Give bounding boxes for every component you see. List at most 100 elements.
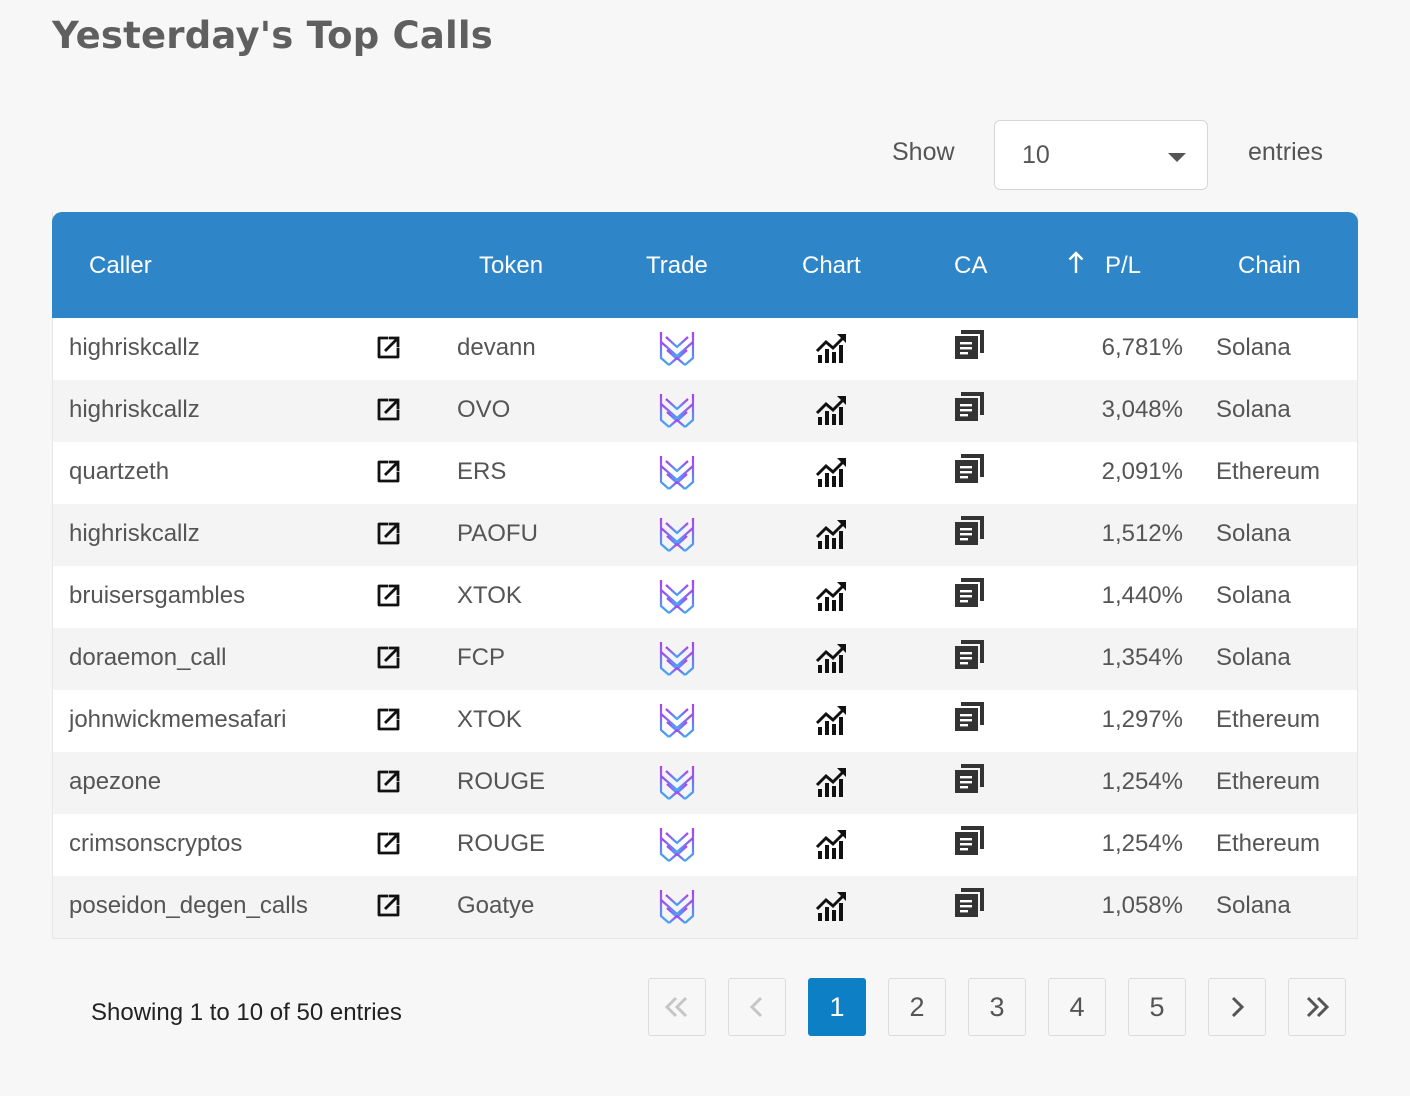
caller-name: doraemon_call <box>69 644 227 671</box>
chart-icon[interactable] <box>815 827 849 868</box>
caller-name: johnwickmemesafari <box>69 706 287 733</box>
calls-table: Caller Token Trade Chart CA P/L Chain hi… <box>52 212 1358 939</box>
next-page-button[interactable] <box>1208 978 1266 1036</box>
chain-name: Ethereum <box>1216 458 1321 485</box>
chart-icon[interactable] <box>815 455 849 496</box>
first-page-button[interactable] <box>648 978 706 1036</box>
copy-icon[interactable] <box>953 885 987 926</box>
chain-name: Solana <box>1216 892 1291 919</box>
column-header-caller[interactable]: Caller <box>89 252 152 279</box>
table-row: apezone ROUGE 1,254% Ethereum <box>53 752 1357 814</box>
column-header-chart[interactable]: Chart <box>802 252 861 279</box>
last-page-button[interactable] <box>1288 978 1346 1036</box>
chain-name: Solana <box>1216 644 1291 671</box>
entries-per-page-value: 10 <box>1022 141 1050 169</box>
token-name: ROUGE <box>457 830 546 857</box>
trade-logo-icon[interactable] <box>657 452 697 499</box>
caller-name: highriskcallz <box>69 396 200 423</box>
chart-icon[interactable] <box>815 703 849 744</box>
column-header-trade[interactable]: Trade <box>646 252 708 279</box>
external-link-icon[interactable] <box>374 706 402 741</box>
caller-name: apezone <box>69 768 162 795</box>
caret-down-icon <box>1168 153 1186 162</box>
page-button-5[interactable]: 5 <box>1128 978 1186 1036</box>
copy-icon[interactable] <box>953 637 987 678</box>
table-row: poseidon_degen_calls Goatye 1,058% Solana <box>53 876 1357 938</box>
copy-icon[interactable] <box>953 389 987 430</box>
copy-icon[interactable] <box>953 761 987 802</box>
page-button-2[interactable]: 2 <box>888 978 946 1036</box>
chart-icon[interactable] <box>815 765 849 806</box>
copy-icon[interactable] <box>953 327 987 368</box>
chart-icon[interactable] <box>815 393 849 434</box>
copy-icon[interactable] <box>953 575 987 616</box>
trade-logo-icon[interactable] <box>657 576 697 623</box>
chart-icon[interactable] <box>815 641 849 682</box>
chart-icon[interactable] <box>815 889 849 930</box>
pl-value: 6,781% <box>1101 334 1183 361</box>
pl-value: 1,354% <box>1101 644 1183 671</box>
show-label: Show <box>892 138 955 166</box>
external-link-icon[interactable] <box>374 334 402 369</box>
table-row: quartzeth ERS 2,091% Ethereum <box>53 442 1357 504</box>
chart-icon[interactable] <box>815 579 849 620</box>
page-title: Yesterday's Top Calls <box>52 14 494 57</box>
chain-name: Solana <box>1216 520 1291 547</box>
page-button-3[interactable]: 3 <box>968 978 1026 1036</box>
table-row: doraemon_call FCP 1,354% Solana <box>53 628 1357 690</box>
chart-icon[interactable] <box>815 517 849 558</box>
external-link-icon[interactable] <box>374 520 402 555</box>
double-chevron-left-icon <box>664 996 688 1018</box>
external-link-icon[interactable] <box>374 396 402 431</box>
pl-value: 1,254% <box>1101 830 1183 857</box>
page-button-1[interactable]: 1 <box>808 978 866 1036</box>
trade-logo-icon[interactable] <box>657 514 697 561</box>
pl-value: 1,254% <box>1101 768 1183 795</box>
trade-logo-icon[interactable] <box>657 886 697 933</box>
external-link-icon[interactable] <box>374 458 402 493</box>
token-name: Goatye <box>457 892 535 919</box>
page-button-4[interactable]: 4 <box>1048 978 1106 1036</box>
trade-logo-icon[interactable] <box>657 390 697 437</box>
column-header-ca[interactable]: CA <box>954 252 988 279</box>
pl-value: 3,048% <box>1101 396 1183 423</box>
trade-logo-icon[interactable] <box>657 824 697 871</box>
entries-label: entries <box>1248 138 1324 166</box>
table-row: highriskcallz PAOFU 1,512% Solana <box>53 504 1357 566</box>
caller-name: quartzeth <box>69 458 170 485</box>
trade-logo-icon[interactable] <box>657 638 697 685</box>
pl-value: 2,091% <box>1101 458 1183 485</box>
copy-icon[interactable] <box>953 699 987 740</box>
external-link-icon[interactable] <box>374 830 402 865</box>
entries-per-page-select[interactable]: 10 <box>994 120 1208 190</box>
token-name: OVO <box>457 396 511 423</box>
copy-icon[interactable] <box>953 513 987 554</box>
external-link-icon[interactable] <box>374 582 402 617</box>
pl-value: 1,512% <box>1101 520 1183 547</box>
previous-page-button[interactable] <box>728 978 786 1036</box>
trade-logo-icon[interactable] <box>657 700 697 747</box>
column-header-token[interactable]: Token <box>479 252 544 279</box>
chain-name: Solana <box>1216 396 1291 423</box>
chevron-right-icon <box>1231 996 1245 1018</box>
column-header-chain[interactable]: Chain <box>1238 252 1301 279</box>
column-header-pl[interactable]: P/L <box>1105 252 1142 279</box>
chain-name: Solana <box>1216 582 1291 609</box>
chart-icon[interactable] <box>815 331 849 372</box>
table-row: johnwickmemesafari XTOK 1,297% Ethereum <box>53 690 1357 752</box>
trade-logo-icon[interactable] <box>657 328 697 375</box>
external-link-icon[interactable] <box>374 644 402 679</box>
copy-icon[interactable] <box>953 451 987 492</box>
pl-value: 1,058% <box>1101 892 1183 919</box>
chevron-left-icon <box>749 996 763 1018</box>
table-row: crimsonscryptos ROUGE 1,254% Ethereum <box>53 814 1357 876</box>
trade-logo-icon[interactable] <box>657 762 697 809</box>
external-link-icon[interactable] <box>374 768 402 803</box>
token-name: ROUGE <box>457 768 546 795</box>
caller-name: highriskcallz <box>69 334 200 361</box>
table-header: Caller Token Trade Chart CA P/L Chain <box>52 212 1358 318</box>
copy-icon[interactable] <box>953 823 987 864</box>
token-name: devann <box>457 334 536 361</box>
caller-name: crimsonscryptos <box>69 830 243 857</box>
external-link-icon[interactable] <box>374 892 402 927</box>
